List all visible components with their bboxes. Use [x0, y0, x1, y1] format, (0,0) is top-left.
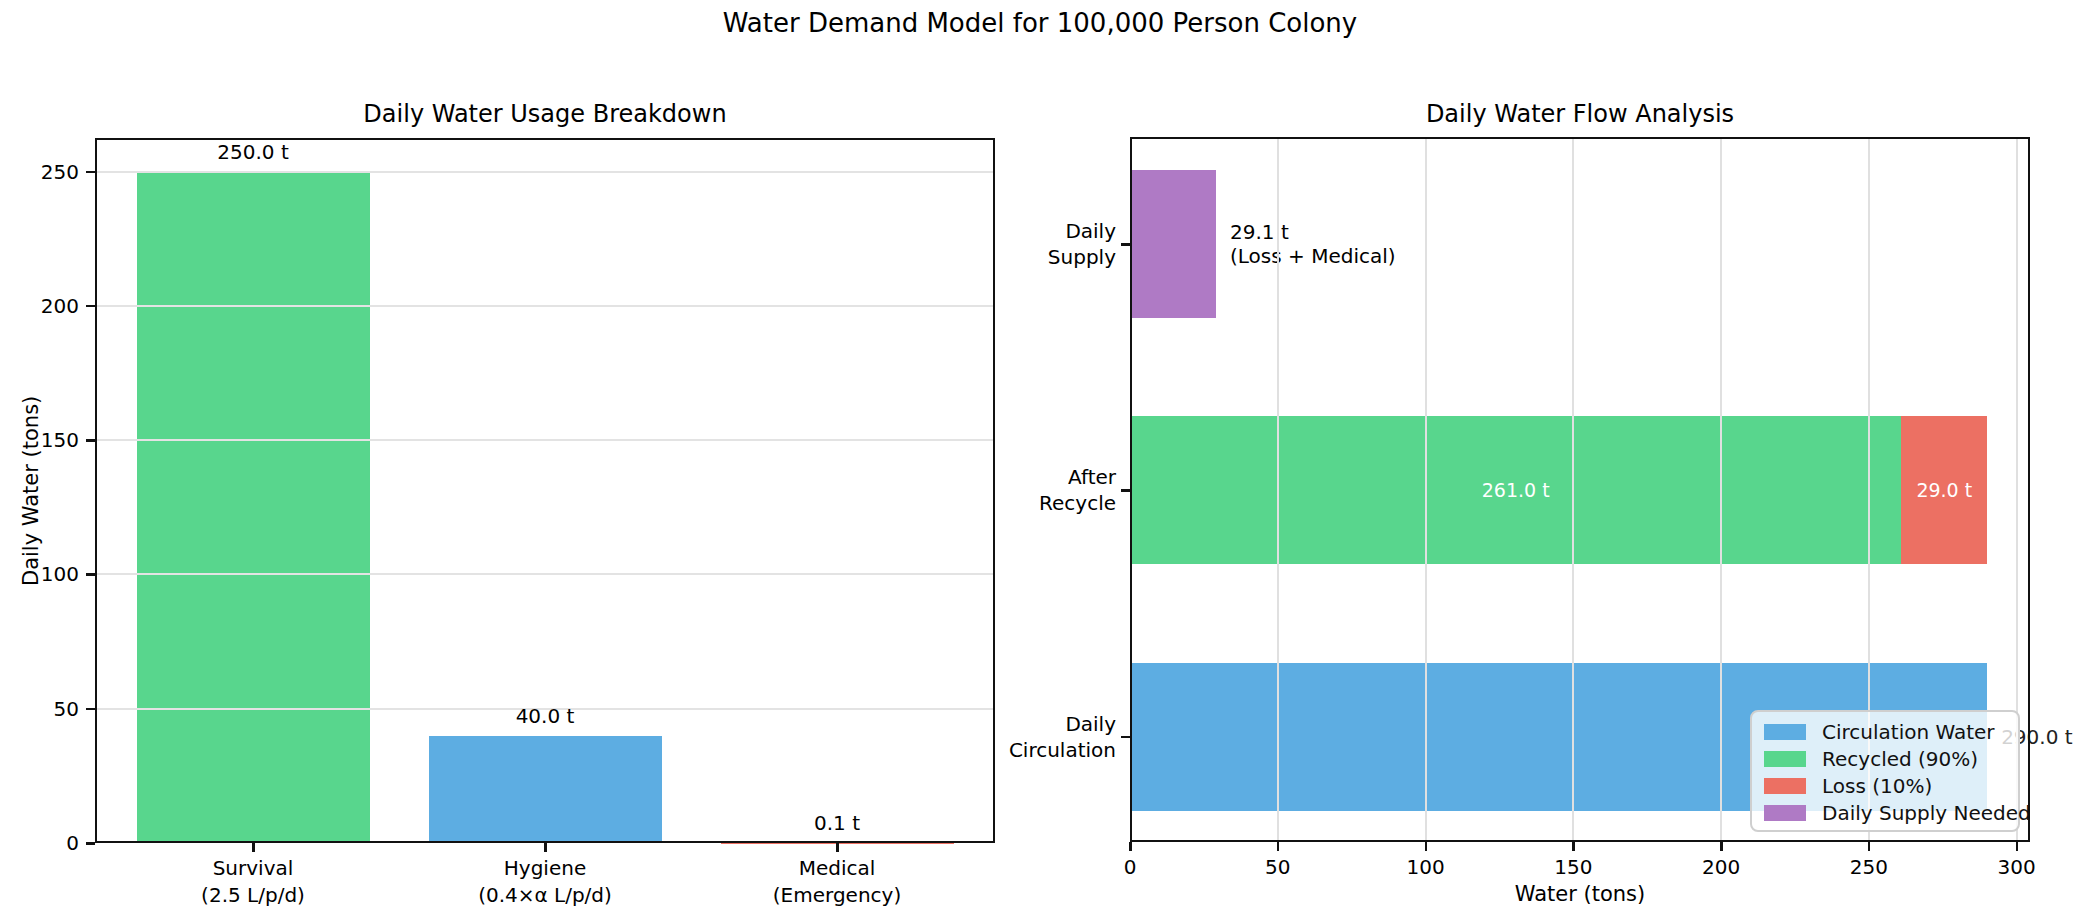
y-tick-label: 50	[0, 696, 79, 722]
legend: Circulation Water Recycled (90%) Loss (10%…	[1750, 710, 2020, 832]
gridline	[95, 439, 995, 441]
category-label: Hygiene (0.4×α L/p/d)	[395, 855, 695, 909]
legend-swatch-recycled-90	[1764, 751, 1806, 767]
figure: Water Demand Model for 100,000 Person Co…	[0, 0, 2080, 923]
bar-hygiene	[429, 736, 662, 843]
bar-value-label: 40.0 t	[445, 704, 645, 728]
row-label: Daily Circulation	[916, 711, 1116, 763]
y-tick-label: 250	[0, 159, 79, 185]
usage-chart-y-axis-label: Daily Water (tons)	[14, 138, 48, 843]
x-tick-mark	[544, 843, 547, 852]
row-label: After Recycle	[916, 464, 1116, 516]
y-tick-mark	[1121, 736, 1130, 739]
legend-label: Daily Supply Needed	[1822, 801, 2031, 825]
gridline	[1425, 137, 1427, 842]
category-label: Medical (Emergency)	[687, 855, 987, 909]
category-label: Survival (2.5 L/p/d)	[103, 855, 403, 909]
x-tick-mark	[1572, 842, 1575, 851]
gridline	[95, 305, 995, 307]
bar-segment-label: 261.0 t	[1482, 479, 1550, 501]
bar-value-label: 250.0 t	[153, 140, 353, 164]
y-tick-mark	[86, 708, 95, 711]
legend-row: Daily Supply Needed	[1764, 800, 2006, 826]
legend-swatch-circulation-water	[1764, 724, 1806, 740]
legend-label: Loss (10%)	[1822, 774, 1932, 798]
y-tick-label: 100	[0, 561, 79, 587]
gridline	[1277, 137, 1279, 842]
legend-row: Recycled (90%)	[1764, 746, 2006, 772]
legend-label: Circulation Water	[1822, 720, 1995, 744]
x-tick-label: 250	[1819, 854, 1919, 880]
y-tick-mark	[86, 573, 95, 576]
bar-annotation: 29.1 t (Loss + Medical)	[1230, 220, 1396, 268]
y-tick-mark	[86, 439, 95, 442]
y-tick-mark	[86, 171, 95, 174]
legend-swatch-daily-supply-needed	[1764, 805, 1806, 821]
y-tick-label: 150	[0, 427, 79, 453]
legend-swatch-loss-10	[1764, 778, 1806, 794]
x-tick-mark	[252, 843, 255, 852]
x-tick-mark	[1868, 842, 1871, 851]
figure-suptitle: Water Demand Model for 100,000 Person Co…	[0, 8, 2080, 38]
x-tick-label: 150	[1523, 854, 1623, 880]
x-tick-label: 50	[1228, 854, 1328, 880]
usage-chart-title: Daily Water Usage Breakdown	[95, 100, 995, 128]
x-tick-mark	[1720, 842, 1723, 851]
legend-label: Recycled (90%)	[1822, 747, 1978, 771]
legend-row: Circulation Water	[1764, 719, 2006, 745]
bar-segment-daily-supply-needed	[1130, 170, 1216, 318]
bar-survival	[137, 172, 370, 843]
gridline	[1572, 137, 1574, 842]
flow-chart-x-axis-label: Water (tons)	[1130, 882, 2030, 906]
x-tick-label: 100	[1376, 854, 1476, 880]
gridline	[1720, 137, 1722, 842]
x-tick-label: 300	[1967, 854, 2067, 880]
y-tick-mark	[1121, 489, 1130, 492]
row-label: Daily Supply	[916, 218, 1116, 270]
y-tick-mark	[86, 842, 95, 845]
x-tick-mark	[1425, 842, 1428, 851]
x-tick-mark	[836, 843, 839, 852]
bar-segment-label: 29.0 t	[1916, 479, 1972, 501]
gridline	[95, 573, 995, 575]
y-tick-mark	[86, 305, 95, 308]
x-tick-label: 0	[1080, 854, 1180, 880]
x-tick-mark	[2016, 842, 2019, 851]
bar-value-label: 0.1 t	[737, 811, 937, 835]
x-tick-label: 200	[1671, 854, 1771, 880]
y-tick-mark	[1121, 243, 1130, 246]
flow-chart-title: Daily Water Flow Analysis	[1130, 100, 2030, 128]
legend-row: Loss (10%)	[1764, 773, 2006, 799]
x-tick-mark	[1277, 842, 1280, 851]
y-tick-label: 200	[0, 293, 79, 319]
x-tick-mark	[1129, 842, 1132, 851]
gridline	[95, 171, 995, 173]
y-tick-label: 0	[0, 830, 79, 856]
